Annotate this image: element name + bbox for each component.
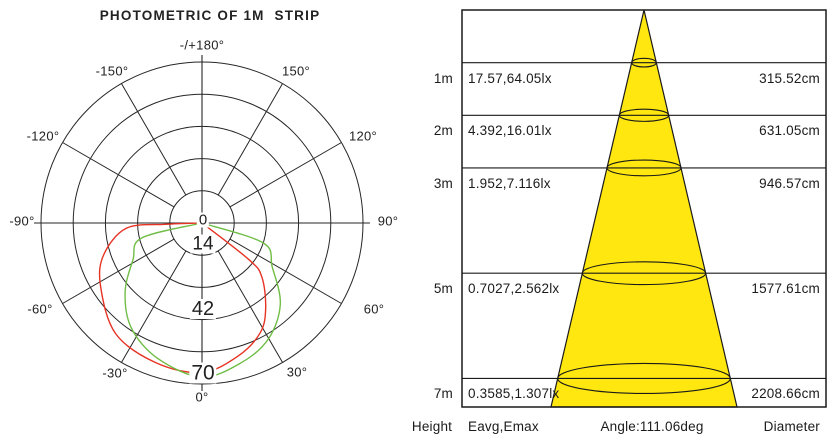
light-cone xyxy=(550,9,738,408)
polar-spoke xyxy=(229,142,342,208)
polar-spoke xyxy=(62,142,175,208)
photometric-green-curve xyxy=(124,222,282,378)
cone-frame xyxy=(461,9,827,408)
polar-spoke xyxy=(217,250,283,363)
polar-spoke xyxy=(229,238,342,304)
polar-spoke xyxy=(121,83,187,196)
polar-spoke xyxy=(217,83,283,196)
page-title: PHOTOMETRIC OF 1M STRIP xyxy=(99,8,321,23)
polar-spoke xyxy=(121,250,187,363)
polar-spoke xyxy=(62,238,175,304)
